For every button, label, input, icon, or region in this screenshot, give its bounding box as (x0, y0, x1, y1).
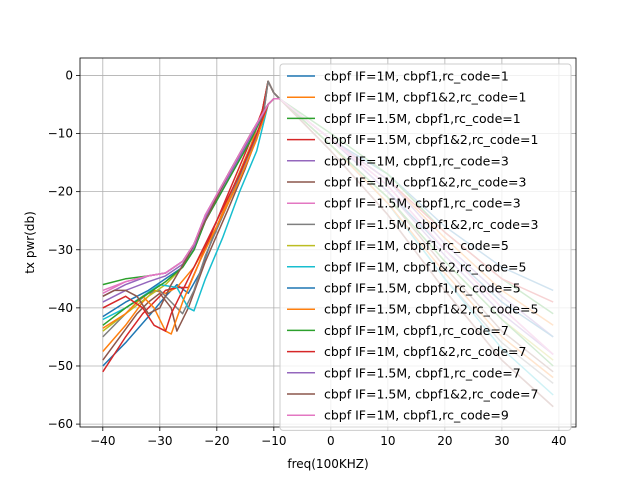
x-tick-label: 20 (437, 434, 452, 448)
legend-label: cbpf IF=1M, cbpf1&2,rc_code=3 (324, 175, 526, 190)
legend-box (279, 63, 572, 431)
x-tick-label: −40 (90, 434, 115, 448)
legend-label: cbpf IF=1.5M, cbpf1&2,rc_code=1 (324, 132, 538, 147)
legend-label: cbpf IF=1.5M, cbpf1,rc_code=3 (324, 196, 521, 211)
x-tick-label: 40 (551, 434, 566, 448)
legend-label: cbpf IF=1.5M, cbpf1,rc_code=7 (324, 365, 521, 380)
y-tick-label: −30 (48, 243, 73, 257)
y-tick-label: −40 (48, 301, 73, 315)
y-tick-label: −20 (48, 185, 73, 199)
x-axis-label: freq(100KHZ) (287, 457, 368, 471)
legend-label: cbpf IF=1.5M, cbpf1,rc_code=5 (324, 281, 521, 296)
x-tick-label: −20 (204, 434, 229, 448)
x-tick-label: 10 (380, 434, 395, 448)
y-tick-label: 0 (65, 68, 73, 82)
legend-label: cbpf IF=1M, cbpf1&2,rc_code=1 (324, 90, 526, 105)
x-tick-label: 0 (327, 434, 335, 448)
x-tick-label: −10 (261, 434, 286, 448)
y-tick-label: −10 (48, 127, 73, 141)
x-tick-label: 30 (494, 434, 509, 448)
legend-label: cbpf IF=1M, cbpf1,rc_code=3 (324, 153, 509, 168)
x-tick-label: −30 (147, 434, 172, 448)
legend-label: cbpf IF=1M, cbpf1&2,rc_code=5 (324, 259, 526, 274)
legend-label: cbpf IF=1.5M, cbpf1,rc_code=1 (324, 111, 521, 126)
y-tick-label: −50 (48, 359, 73, 373)
y-tick-label: −60 (48, 417, 73, 431)
legend-label: cbpf IF=1.5M, cbpf1&2,rc_code=7 (324, 387, 538, 402)
legend-label: cbpf IF=1M, cbpf1,rc_code=9 (324, 408, 509, 423)
legend-label: cbpf IF=1M, cbpf1,rc_code=5 (324, 238, 509, 253)
legend-label: cbpf IF=1.5M, cbpf1&2,rc_code=5 (324, 302, 538, 317)
legend-label: cbpf IF=1.5M, cbpf1&2,rc_code=3 (324, 217, 538, 232)
y-axis-label: tx pwr(db) (23, 211, 37, 274)
legend-label: cbpf IF=1M, cbpf1,rc_code=1 (324, 69, 509, 84)
legend-label: cbpf IF=1M, cbpf1,rc_code=7 (324, 323, 509, 338)
legend-label: cbpf IF=1M, cbpf1&2,rc_code=7 (324, 344, 526, 359)
